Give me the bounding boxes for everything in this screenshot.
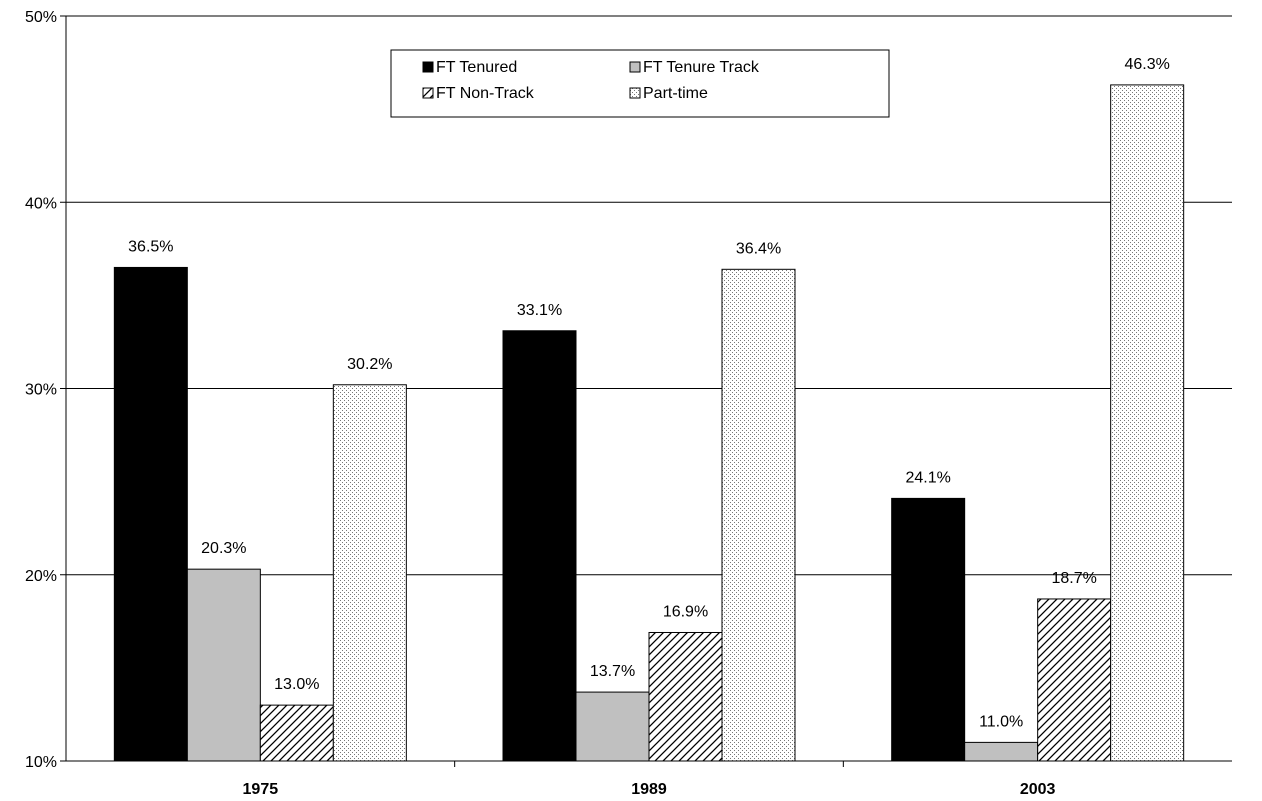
y-tick-label: 10% bbox=[25, 754, 57, 771]
x-category-label: 1975 bbox=[243, 781, 279, 798]
bar bbox=[1110, 84, 1185, 762]
data-label: 30.2% bbox=[347, 356, 392, 373]
y-tick-label: 20% bbox=[25, 568, 57, 585]
bar bbox=[502, 330, 577, 762]
data-label: 13.7% bbox=[590, 663, 635, 680]
data-label: 33.1% bbox=[517, 302, 562, 319]
gridlines bbox=[66, 15, 1232, 576]
y-tick-label: 40% bbox=[25, 195, 57, 212]
data-label: 24.1% bbox=[905, 469, 950, 486]
legend-swatch bbox=[422, 87, 434, 99]
legend-label: FT Tenure Track bbox=[643, 59, 760, 76]
legend-swatch bbox=[422, 61, 434, 73]
data-label: 36.5% bbox=[128, 238, 173, 255]
bar bbox=[721, 268, 796, 762]
legend-label: Part-time bbox=[643, 85, 708, 102]
bar bbox=[186, 568, 261, 762]
bar bbox=[575, 691, 650, 762]
x-category-label: 1989 bbox=[631, 781, 667, 798]
data-label: 16.9% bbox=[663, 603, 708, 620]
bar bbox=[891, 497, 966, 762]
legend: FT Tenured FT Tenure Track FT Non-Track Par… bbox=[390, 49, 890, 118]
y-tick-label: 50% bbox=[25, 9, 57, 26]
legend-swatch bbox=[629, 61, 641, 73]
data-labels: 36.5% 20.3% 13.0% 30.2% 33.1% 13.7% 16.9% 36.4%… bbox=[128, 56, 1170, 730]
axes: 10% 20% 30% 40% 50% 1975 1989 2003 bbox=[25, 9, 1232, 798]
legend-label: FT Non-Track bbox=[436, 85, 535, 102]
legend-label: FT Tenured bbox=[436, 59, 517, 76]
data-label: 36.4% bbox=[736, 240, 781, 257]
bars bbox=[113, 84, 1185, 762]
bar bbox=[648, 631, 723, 762]
legend-box bbox=[390, 49, 890, 118]
bar bbox=[1037, 598, 1112, 762]
bar bbox=[259, 704, 334, 762]
data-label: 13.0% bbox=[274, 676, 319, 693]
data-label: 46.3% bbox=[1124, 56, 1169, 73]
data-label: 11.0% bbox=[979, 713, 1023, 730]
legend-swatch bbox=[629, 87, 641, 99]
bar bbox=[332, 384, 407, 762]
data-label: 20.3% bbox=[201, 540, 246, 557]
y-tick-label: 30% bbox=[25, 382, 57, 399]
bar bbox=[113, 266, 188, 762]
bar bbox=[964, 741, 1039, 762]
data-label: 18.7% bbox=[1051, 570, 1096, 587]
x-category-label: 2003 bbox=[1020, 781, 1056, 798]
